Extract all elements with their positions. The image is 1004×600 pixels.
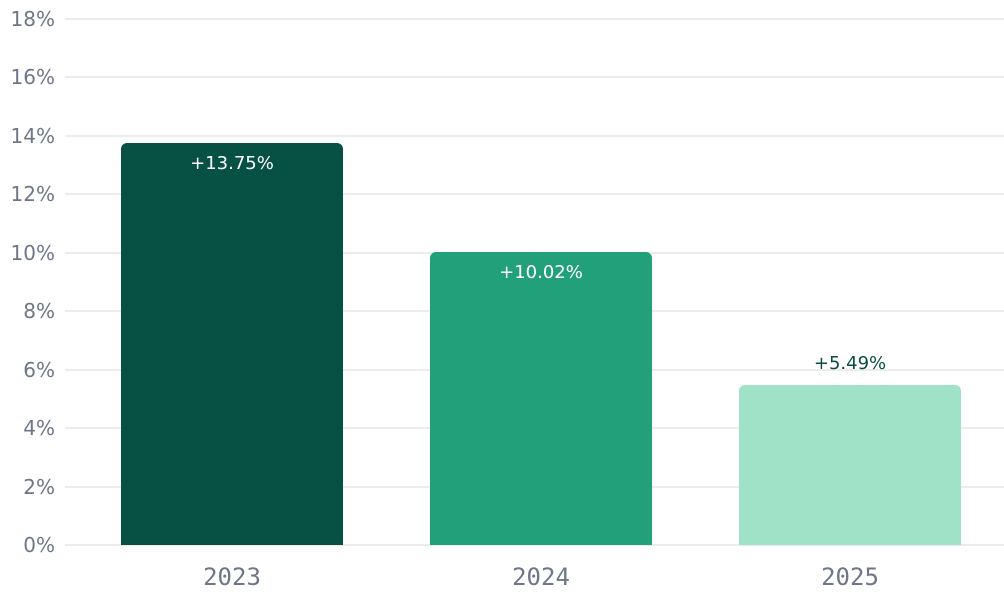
bar-value-label-2024: +10.02% — [499, 262, 583, 284]
bar-2025[interactable] — [739, 384, 961, 545]
gridline-16% — [65, 76, 1004, 79]
bar-2024[interactable]: +10.02% — [430, 252, 652, 545]
bar-value-label-2025: +5.49% — [813, 352, 887, 374]
y-tick-label-6%: 6% — [23, 357, 55, 382]
y-tick-label-12%: 12% — [10, 182, 55, 207]
y-tick-label-4%: 4% — [23, 416, 55, 441]
y-tick-label-2%: 2% — [23, 474, 55, 499]
gridline-14% — [65, 134, 1004, 137]
y-tick-label-0%: 0% — [23, 533, 55, 557]
gridline-0% — [65, 544, 1004, 546]
y-tick-label-16%: 16% — [10, 65, 55, 90]
bar-2023[interactable]: +13.75% — [121, 143, 343, 545]
y-tick-label-14%: 14% — [10, 123, 55, 148]
y-tick-label-18%: 18% — [10, 7, 55, 31]
x-tick-label-2025: 2025 — [821, 563, 879, 591]
x-tick-label-2024: 2024 — [512, 563, 570, 591]
gridline-18% — [65, 18, 1004, 20]
y-tick-label-10%: 10% — [10, 240, 55, 265]
x-tick-label-2023: 2023 — [203, 563, 261, 591]
y-tick-label-8%: 8% — [23, 299, 55, 324]
gridline-12% — [65, 193, 1004, 196]
bar-value-label-2023: +13.75% — [190, 153, 274, 175]
